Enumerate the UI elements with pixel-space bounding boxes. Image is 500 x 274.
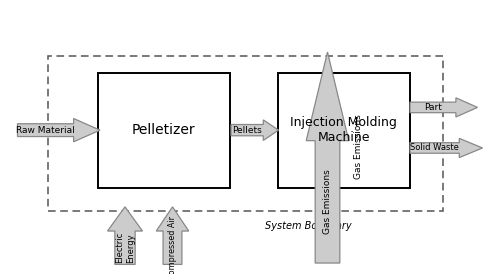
Text: Pellets: Pellets [232,126,262,135]
Text: Raw Material: Raw Material [16,126,75,135]
Bar [48,56,442,211]
Text: Injection Molding
Machine: Injection Molding Machine [290,116,397,144]
Polygon shape [306,52,349,263]
Polygon shape [410,138,482,158]
Polygon shape [410,98,478,117]
Text: System Boundary: System Boundary [265,221,352,230]
Polygon shape [18,118,100,142]
Polygon shape [231,120,278,140]
Text: Electric
Energy: Electric Energy [116,232,134,263]
Text: Part: Part [424,103,442,112]
Text: Solid Waste: Solid Waste [410,144,459,152]
Text: Gas Emissions: Gas Emissions [354,115,363,179]
Text: Pelletizer: Pelletizer [132,123,196,137]
Bar [278,73,410,188]
Polygon shape [108,207,142,264]
Text: Compressed Air: Compressed Air [168,216,177,274]
Polygon shape [156,207,188,264]
Text: Gas Emissions: Gas Emissions [323,170,332,234]
Bar [98,73,230,188]
